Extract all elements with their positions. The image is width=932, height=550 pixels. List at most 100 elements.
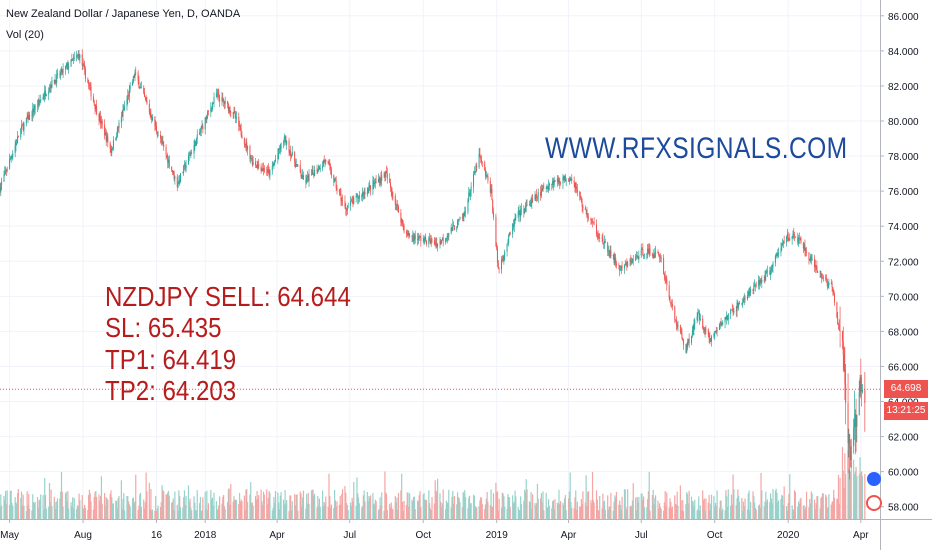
volume-bar <box>148 482 150 519</box>
candle-body <box>764 276 766 281</box>
volume-bar <box>849 477 851 519</box>
candle-body <box>33 109 35 113</box>
candle-body <box>378 178 380 183</box>
candle-body <box>598 237 600 239</box>
candle-body <box>29 114 31 120</box>
candle-body <box>211 108 213 110</box>
candle-body <box>441 240 443 244</box>
candle-body <box>362 192 364 195</box>
volume-legend: Vol (20) <box>6 29 44 41</box>
volume-bar <box>725 490 727 519</box>
candle-body <box>65 65 67 67</box>
volume-bar <box>453 496 455 519</box>
volume-bar <box>468 495 471 519</box>
volume-bar <box>16 503 18 519</box>
candle-body <box>124 106 126 110</box>
volume-bar <box>412 501 414 519</box>
volume-bar <box>183 497 185 519</box>
candle-body <box>663 273 665 275</box>
x-tick-label: 2018 <box>194 530 217 541</box>
candle-body <box>797 237 799 244</box>
volume-bar <box>620 509 622 519</box>
volume-bar <box>73 498 75 519</box>
candle-body <box>687 338 689 342</box>
candle-body <box>546 187 548 189</box>
candle-body <box>230 112 232 113</box>
volume-bar <box>681 510 683 519</box>
candle-body <box>469 192 471 196</box>
candle-body <box>409 236 411 237</box>
volume-bar <box>476 507 478 519</box>
volume-bar <box>783 486 785 519</box>
volume-bar <box>480 498 483 519</box>
volume-bar <box>837 498 839 519</box>
volume-bar <box>855 466 857 519</box>
volume-bar <box>625 509 627 519</box>
candle-body <box>249 146 251 159</box>
volume-bar <box>481 503 483 519</box>
candle-body <box>638 255 640 260</box>
volume-bar <box>139 494 141 519</box>
candle-body <box>284 136 286 138</box>
volume-bar <box>825 496 828 519</box>
candle-body <box>760 280 762 283</box>
candle-body <box>853 419 855 428</box>
candle-body <box>498 268 500 270</box>
grid <box>0 0 880 519</box>
candle-body <box>235 116 237 119</box>
candle-body <box>758 280 760 285</box>
candle-body <box>392 195 394 197</box>
candle-body <box>727 314 729 320</box>
signal-take-profit-2: TP2: 64.203 <box>105 375 237 406</box>
alert-icon[interactable] <box>866 495 882 511</box>
volume-bar <box>151 510 153 519</box>
volume-bar <box>520 496 522 519</box>
candle-body <box>573 180 575 183</box>
volume-bar <box>682 510 685 519</box>
volume-bar <box>115 500 117 519</box>
candle-body <box>306 176 308 178</box>
candle-body <box>518 210 520 212</box>
candle-body <box>508 235 510 243</box>
volume-bar <box>239 502 241 519</box>
volume-bar <box>345 502 348 519</box>
candle-body <box>786 236 788 243</box>
volume-bar <box>861 476 864 519</box>
volume-bar <box>140 507 142 519</box>
volume-bar <box>495 482 497 519</box>
volume-bar <box>514 490 516 519</box>
candle-body <box>239 125 241 127</box>
volume-bar <box>630 505 632 519</box>
candle-body <box>168 159 170 167</box>
volume-bar <box>537 498 539 519</box>
candle-body <box>143 88 145 93</box>
volume-bar <box>793 490 796 519</box>
candle-body <box>520 209 522 217</box>
volume-bar <box>380 505 382 519</box>
volume-bar <box>686 491 688 519</box>
volume-bar <box>104 493 106 519</box>
candle-body <box>210 108 212 112</box>
candle-body <box>671 303 673 307</box>
volume-bar <box>358 503 360 519</box>
volume-bar <box>27 505 29 519</box>
volume-bar <box>107 499 109 519</box>
event-markers[interactable] <box>866 472 882 511</box>
candle-body <box>618 265 620 267</box>
volume-bar <box>509 507 511 519</box>
candle-body <box>777 253 779 256</box>
volume-bar <box>833 489 835 519</box>
news-icon[interactable] <box>867 472 881 486</box>
volume-bar <box>401 473 403 519</box>
candle-body <box>152 116 154 121</box>
candle-body <box>173 171 175 179</box>
volume-bar <box>702 490 704 519</box>
candle-body <box>45 90 47 96</box>
candle-body <box>675 319 677 325</box>
volume-bar <box>519 510 521 519</box>
candle-body <box>452 224 454 231</box>
volume-bar <box>127 496 129 519</box>
volume-bar <box>563 505 565 519</box>
candle-body <box>324 159 326 163</box>
